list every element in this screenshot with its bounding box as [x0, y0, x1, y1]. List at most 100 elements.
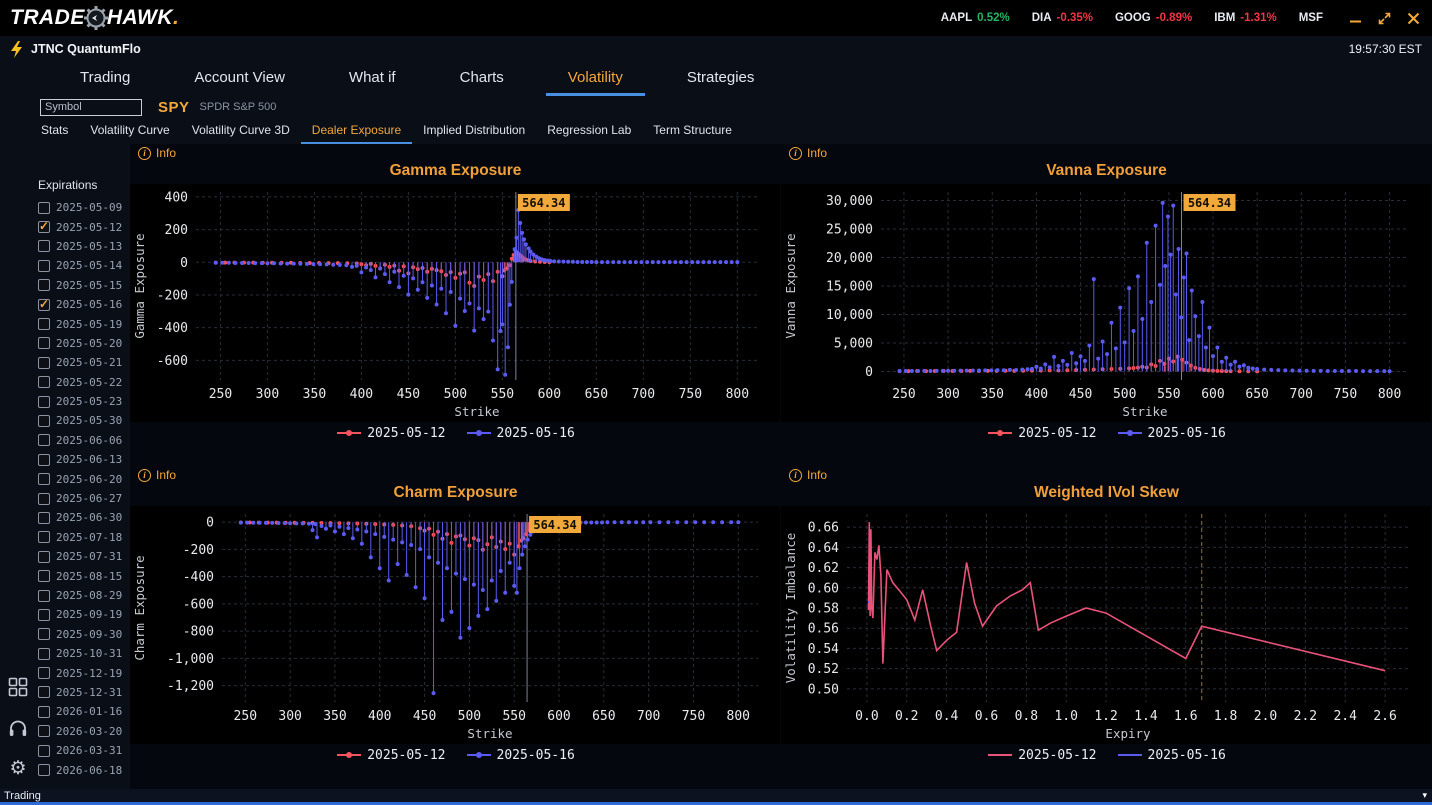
chevron-down-icon[interactable]: ▾: [1422, 790, 1427, 800]
minimize-button[interactable]: [1349, 12, 1362, 25]
weighted-ivol-skew-chart[interactable]: 0.0 0.2 0.4 0.6 0.8 1.0 1.2 1.4 1.6 1.8 2.0 2.2 2.4 2…: [781, 506, 1431, 744]
expiration-item-2025-08-15[interactable]: 2025-08-15: [38, 566, 130, 585]
checkbox[interactable]: [38, 318, 50, 331]
expiration-item-2026-01-16[interactable]: 2026-01-16: [38, 702, 130, 721]
subtab-term-structure[interactable]: Term Structure: [653, 123, 732, 137]
legend-item-2025-05-12[interactable]: 2025-05-12: [336, 426, 446, 441]
checkbox[interactable]: [38, 414, 50, 427]
expiration-item-2025-05-20[interactable]: 2025-05-20: [38, 334, 130, 353]
checkbox[interactable]: [38, 453, 50, 466]
legend-item-2025-05-16[interactable]: 2025-05-16: [1117, 748, 1226, 763]
tab-account-view[interactable]: Account View: [194, 69, 285, 86]
expiration-item-2025-06-06[interactable]: 2025-06-06: [38, 431, 130, 450]
checkbox[interactable]: [38, 667, 50, 680]
expiration-item-2025-05-22[interactable]: 2025-05-22: [38, 373, 130, 392]
info-button-skew[interactable]: i Info: [781, 466, 1432, 484]
checkbox[interactable]: [38, 240, 50, 253]
checkbox[interactable]: [38, 531, 50, 544]
checkbox[interactable]: [38, 201, 50, 214]
expiration-item-2025-05-30[interactable]: 2025-05-30: [38, 411, 130, 430]
checkbox[interactable]: [38, 219, 50, 234]
checkbox[interactable]: [38, 725, 50, 738]
info-button-vanna[interactable]: i Info: [781, 144, 1432, 162]
checkbox[interactable]: [38, 492, 50, 505]
expiration-item-2025-06-27[interactable]: 2025-06-27: [38, 489, 130, 508]
checkbox[interactable]: [38, 473, 50, 486]
checkbox[interactable]: [38, 434, 50, 447]
expiration-item-2025-05-13[interactable]: 2025-05-13: [38, 237, 130, 256]
info-button-charm[interactable]: i Info: [130, 466, 781, 484]
expiration-item-2025-05-14[interactable]: 2025-05-14: [38, 256, 130, 275]
checkbox[interactable]: [38, 744, 50, 757]
headphones-icon[interactable]: [8, 718, 28, 738]
checkbox[interactable]: [38, 589, 50, 602]
expiration-item-2025-05-23[interactable]: 2025-05-23: [38, 392, 130, 411]
tab-charts[interactable]: Charts: [459, 69, 504, 86]
legend-item-2025-05-16[interactable]: 2025-05-16: [466, 426, 575, 441]
checkbox[interactable]: [38, 608, 50, 621]
expiration-item-2025-05-19[interactable]: 2025-05-19: [38, 314, 130, 333]
checkbox[interactable]: [38, 647, 50, 660]
grid-layout-icon[interactable]: [8, 677, 28, 697]
info-button-gamma[interactable]: i Info: [130, 144, 781, 162]
checkbox[interactable]: [38, 705, 50, 718]
subtab-volatility-curve-3d[interactable]: Volatility Curve 3D: [191, 123, 290, 137]
checkbox[interactable]: [38, 511, 50, 524]
checkbox[interactable]: [38, 356, 50, 369]
checkbox[interactable]: [38, 628, 50, 641]
ticker-goog[interactable]: GOOG -0.89%: [1114, 12, 1193, 24]
expiration-item-2026-03-20[interactable]: 2026-03-20: [38, 722, 130, 741]
vanna-exposure-chart[interactable]: 250 300 350 400 450 500 550 600 650 700 750 800 0 5,0…: [781, 184, 1431, 422]
expiration-item-2025-09-19[interactable]: 2025-09-19: [38, 605, 130, 624]
expiration-item-2025-05-09[interactable]: 2025-05-09: [38, 198, 130, 217]
subtab-volatility-curve[interactable]: Volatility Curve: [90, 123, 170, 137]
tab-volatility[interactable]: Volatility: [545, 63, 645, 96]
symbol-input[interactable]: [40, 98, 142, 116]
subtab-implied-distribution[interactable]: Implied Distribution: [423, 123, 526, 137]
checkbox[interactable]: [38, 686, 50, 699]
legend-item-2025-05-16[interactable]: 2025-05-16: [1117, 426, 1226, 441]
charm-exposure-chart[interactable]: 250 300 350 400 450 500 550 600 650 700 750 800 0 -20…: [130, 506, 780, 744]
checkbox[interactable]: [38, 376, 50, 389]
ticker-dia[interactable]: DIA -0.35%: [1031, 12, 1093, 24]
checkbox[interactable]: [38, 297, 50, 311]
expiration-item-2025-06-30[interactable]: 2025-06-30: [38, 508, 130, 527]
gamma-exposure-chart[interactable]: 250 300 350 400 450 500 550 600 650 700 750 800 400 2…: [130, 184, 780, 422]
expiration-item-2026-06-18[interactable]: 2026-06-18: [38, 760, 130, 779]
checkbox[interactable]: [38, 570, 50, 583]
expiration-item-2025-06-20[interactable]: 2025-06-20: [38, 469, 130, 488]
checkbox[interactable]: [38, 337, 50, 350]
legend-item-2025-05-12[interactable]: 2025-05-12: [987, 748, 1097, 763]
expiration-item-2025-05-21[interactable]: 2025-05-21: [38, 353, 130, 372]
legend-item-2025-05-16[interactable]: 2025-05-16: [466, 748, 575, 763]
ticker-ibm[interactable]: IBM -1.31%: [1214, 12, 1277, 24]
expiration-item-2025-06-13[interactable]: 2025-06-13: [38, 450, 130, 469]
expiration-item-2025-12-31[interactable]: 2025-12-31: [38, 683, 130, 702]
tab-what-if[interactable]: What if: [348, 69, 396, 86]
checkbox[interactable]: [38, 395, 50, 408]
expiration-item-2025-10-31[interactable]: 2025-10-31: [38, 644, 130, 663]
expiration-item-2025-05-16[interactable]: 2025-05-16: [38, 295, 130, 314]
subtab-stats[interactable]: Stats: [41, 123, 69, 137]
close-button[interactable]: [1407, 12, 1420, 25]
expiration-item-2026-03-31[interactable]: 2026-03-31: [38, 741, 130, 760]
expiration-item-2025-07-31[interactable]: 2025-07-31: [38, 547, 130, 566]
expiration-item-2025-12-19[interactable]: 2025-12-19: [38, 663, 130, 682]
subtab-dealer-exposure[interactable]: Dealer Exposure: [300, 119, 413, 144]
legend-item-2025-05-12[interactable]: 2025-05-12: [987, 426, 1097, 441]
expiration-item-2025-05-15[interactable]: 2025-05-15: [38, 276, 130, 295]
tab-trading[interactable]: Trading: [80, 69, 131, 86]
gear-icon[interactable]: ⚙: [9, 758, 27, 779]
subtab-regression-lab[interactable]: Regression Lab: [547, 123, 632, 137]
ticker-aapl[interactable]: AAPL 0.52%: [940, 12, 1010, 24]
expiration-item-2025-07-18[interactable]: 2025-07-18: [38, 528, 130, 547]
legend-item-2025-05-12[interactable]: 2025-05-12: [336, 748, 446, 763]
checkbox[interactable]: [38, 259, 50, 272]
checkbox[interactable]: [38, 550, 50, 563]
tab-strategies[interactable]: Strategies: [686, 69, 755, 86]
checkbox[interactable]: [38, 279, 50, 292]
checkbox[interactable]: [38, 764, 50, 777]
ticker-msf[interactable]: MSF: [1298, 12, 1323, 24]
status-tab-trading[interactable]: Trading: [4, 789, 41, 802]
expiration-item-2025-05-12[interactable]: 2025-05-12: [38, 217, 130, 236]
